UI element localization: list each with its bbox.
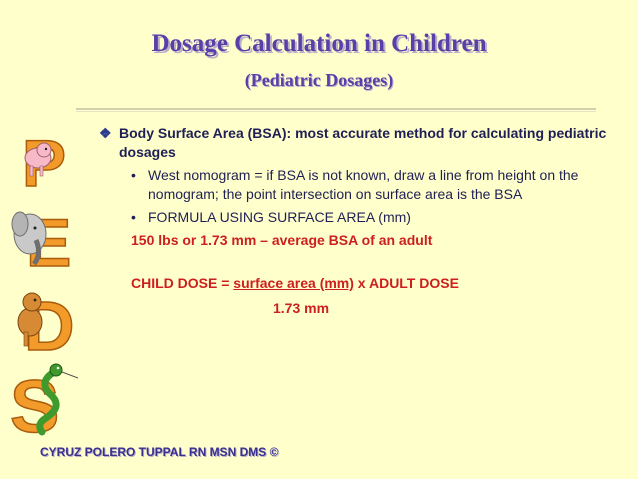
slide-title: Dosage Calculation in Children xyxy=(151,30,487,57)
author-footer: CYRUZ POLERO TUPPAL RN MSN DMS © xyxy=(40,445,279,459)
title-divider-shadow xyxy=(76,111,596,112)
snake-letter-s-icon: S xyxy=(9,363,79,440)
dot-bullet-icon: • xyxy=(131,167,136,183)
dot-bullet-icon: • xyxy=(131,209,136,225)
dog-letter-d-icon: D xyxy=(17,286,75,355)
slide-body: ❖ Body Surface Area (BSA): most accurate… xyxy=(99,124,619,318)
child-dose-tail: x ADULT DOSE xyxy=(353,275,459,291)
sub-bullet-nomogram-text: West nomogram = if BSA is not known, dra… xyxy=(148,167,579,202)
bullet-bsa: ❖ Body Surface Area (BSA): most accurate… xyxy=(99,124,619,162)
diamond-bullet-icon: ❖ xyxy=(99,125,112,141)
average-bsa-note: 150 lbs or 1.73 mm – average BSA of an a… xyxy=(131,232,433,248)
pig-letter-p-icon: P xyxy=(21,125,67,194)
child-dose-formula: CHILD DOSE = surface area (mm) x ADULT D… xyxy=(99,274,619,293)
sub-bullet-formula-text: FORMULA USING SURFACE AREA (mm) xyxy=(148,209,411,225)
child-dose-denominator: 1.73 mm xyxy=(273,300,330,316)
elephant-letter-e-icon: E xyxy=(11,204,72,273)
title-divider xyxy=(76,108,596,110)
child-dose-numerator: surface area (mm) xyxy=(233,275,354,291)
sub-bullet-nomogram: • West nomogram = if BSA is not known, d… xyxy=(99,166,619,204)
bullet-bsa-text: Body Surface Area (BSA): most accurate m… xyxy=(119,125,607,160)
sub-bullet-formula: • FORMULA USING SURFACE AREA (mm) xyxy=(99,208,619,227)
child-dose-label: CHILD DOSE = xyxy=(131,275,234,291)
slide-subtitle: (Pediatric Dosages) xyxy=(244,70,394,90)
